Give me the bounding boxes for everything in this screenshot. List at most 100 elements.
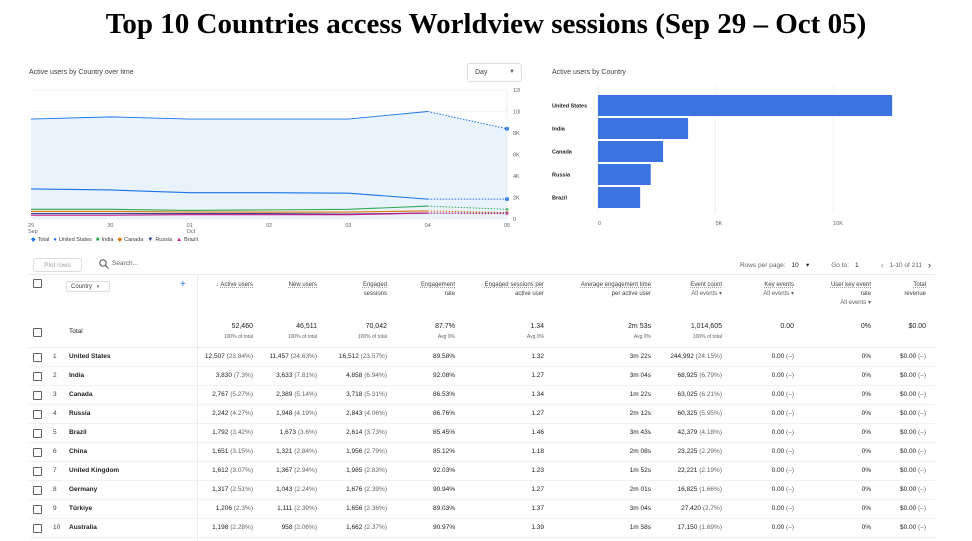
table-cell: $0.00 (–) — [900, 467, 926, 474]
column-header[interactable]: Key events All events ▾ — [763, 281, 794, 299]
row-checkbox[interactable] — [33, 524, 42, 533]
row-rank: 2 — [53, 372, 57, 379]
cell-value: 1.18 — [531, 448, 544, 455]
search-input[interactable]: Search... — [112, 260, 139, 267]
country-name[interactable]: India — [69, 372, 85, 379]
row-checkbox[interactable] — [33, 505, 42, 514]
table-cell: 1,956 (2.79%) — [346, 448, 387, 455]
table-cell: 1,367 (2.94%) — [276, 467, 317, 474]
total-value: 46,511 — [296, 323, 317, 330]
table-cell: 1,676 (2.39%) — [346, 486, 387, 493]
table-row[interactable]: 5 Brazil 1,792 (3.42%) 1,673 (3.6%) 2,614 (3… — [29, 424, 935, 443]
column-header[interactable]: Engaged sessions per active user — [485, 281, 544, 299]
cell-value: 85.45% — [432, 429, 455, 436]
total-sub: 100% of total — [692, 334, 722, 340]
table-cell: 1,662 (2.37%) — [346, 524, 387, 531]
table-row[interactable]: 7 United Kingdom 1,612 (3.07%) 1,367 (2.94%… — [29, 462, 935, 481]
chevron-left-icon[interactable]: ‹ — [880, 260, 884, 270]
column-header-label: Event count — [690, 282, 722, 288]
table-cell: $0.00 (–) — [900, 486, 926, 493]
cell-value: 3,830 — [215, 372, 233, 379]
rows-per-page-select[interactable]: 10 ▾ — [792, 261, 810, 269]
country-name[interactable]: United States — [69, 353, 111, 360]
row-checkbox[interactable] — [33, 372, 42, 381]
series-dash-india — [427, 205, 508, 210]
cell-percent: (2.24%) — [294, 486, 317, 493]
row-checkbox[interactable] — [33, 486, 42, 495]
table-row[interactable]: 10 Australia 1,198 (2.28%) 958 (2.06%) 1,662… — [29, 519, 935, 538]
country-name[interactable]: Türkiye — [69, 505, 93, 512]
y-tick-label: 0 — [513, 217, 516, 223]
legend-item[interactable]: ■ India — [96, 237, 114, 243]
triangle-down-marker-icon: ▼ — [147, 236, 154, 243]
country-name[interactable]: China — [69, 448, 88, 455]
x-tick-label: 5K — [716, 221, 723, 227]
cell-value: 1m 22s — [629, 391, 651, 398]
cell-value: 0.00 — [771, 410, 785, 417]
column-header[interactable]: New users — [289, 281, 317, 290]
legend-item[interactable]: ▲ Brazil — [176, 237, 198, 243]
legend-item[interactable]: ● United States — [53, 237, 92, 243]
total-cell: 1.34 Avg 0% — [527, 322, 544, 342]
legend-item[interactable]: ◆ Canada — [117, 236, 143, 244]
table-cell: 0.00 (–) — [772, 505, 794, 512]
plot-rows-button[interactable]: Plot rows — [33, 258, 82, 272]
table-cell: 1.32 — [531, 353, 544, 360]
total-sub: Avg 0% — [526, 334, 544, 340]
country-name[interactable]: Brazil — [69, 429, 87, 436]
row-checkbox[interactable] — [33, 467, 42, 476]
table-cell: 23,225 (2.29%) — [678, 448, 722, 455]
table-row[interactable]: 6 China 1,651 (3.15%) 1,321 (2.84%) 1,956 (2… — [29, 443, 935, 462]
country-name[interactable]: Australia — [69, 524, 97, 531]
column-header[interactable]: Event count All events ▾ — [690, 281, 722, 299]
search-icon[interactable] — [98, 258, 110, 270]
row-checkbox[interactable] — [33, 448, 42, 457]
country-name[interactable]: Canada — [69, 391, 93, 398]
row-checkbox[interactable] — [33, 391, 42, 400]
legend-item[interactable]: ◆ Total — [31, 236, 49, 244]
column-header[interactable]: Engaged sessions — [363, 281, 387, 299]
table-cell: $0.00 (–) — [900, 505, 926, 512]
column-header[interactable]: Total revenue — [904, 281, 926, 299]
column-header[interactable]: Average engagement time per active user — [581, 281, 651, 299]
totals-checkbox[interactable] — [33, 328, 42, 337]
goto-input[interactable]: 1 — [854, 261, 859, 269]
cell-percent: (5.95%) — [699, 410, 722, 417]
cell-percent: (–) — [786, 467, 794, 474]
country-name[interactable]: Russia — [69, 410, 91, 417]
column-header-label: Total — [913, 282, 926, 288]
row-checkbox[interactable] — [33, 353, 42, 362]
table-cell: 1m 22s — [630, 391, 651, 398]
table-row[interactable]: 3 Canada 2,767 (5.27%) 2,389 (5.14%) 3,718 (… — [29, 386, 935, 405]
diamond-marker-icon: ◆ — [31, 237, 36, 243]
cell-value: $0.00 — [899, 391, 917, 398]
column-header[interactable]: Engagement rate — [421, 281, 455, 299]
table-row[interactable]: 2 India 3,830 (7.3%) 3,633 (7.81%) 4,858 (6.… — [29, 367, 935, 386]
legend-item[interactable]: ▼ Russia — [147, 237, 172, 243]
granularity-select[interactable]: Day ▼ — [467, 63, 522, 82]
add-dimension-button[interactable]: + — [180, 279, 186, 290]
country-name[interactable]: Germany — [69, 486, 98, 493]
country-name[interactable]: United Kingdom — [69, 467, 120, 474]
table-row[interactable]: 9 Türkiye 1,206 (2.3%) 1,111 (2.39%) 1,656 (… — [29, 500, 935, 519]
table-row[interactable]: 4 Russia 2,242 (4.27%) 1,948 (4.19%) 2,843 (… — [29, 405, 935, 424]
table-cell: 1.34 — [531, 391, 544, 398]
table-row[interactable]: 1 United States 12,507 (23.84%) 11,457 (24.… — [29, 348, 935, 367]
series-line-total — [30, 111, 428, 120]
column-header[interactable]: User key event rate All events ▾ — [831, 281, 871, 308]
select-all-checkbox[interactable] — [33, 279, 42, 288]
chevron-right-icon[interactable]: › — [928, 260, 931, 270]
row-checkbox[interactable] — [33, 410, 42, 419]
bar-chart: 0 5K 10K United States India Canada Russia Braz… — [552, 85, 893, 227]
category-label: United States — [552, 104, 587, 110]
cell-value: 1,317 — [212, 486, 229, 493]
table-cell: 3m 04s — [630, 505, 651, 512]
table-cell: 0.00 (–) — [772, 410, 794, 417]
row-checkbox[interactable] — [33, 429, 42, 438]
column-header-filter[interactable]: All events ▾ — [840, 300, 871, 306]
column-header[interactable]: ↓ Active users — [216, 281, 253, 290]
table-row[interactable]: 8 Germany 1,317 (2.51%) 1,043 (2.24%) 1,676 … — [29, 481, 935, 500]
dimension-select[interactable]: Country ▾ — [66, 281, 110, 292]
cell-percent: (2.06%) — [294, 524, 317, 531]
legend-label: Brazil — [184, 236, 198, 243]
